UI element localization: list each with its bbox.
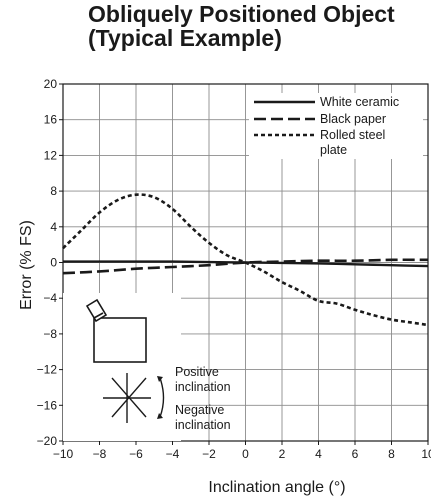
positive-inclination-label-line-2: inclination [175, 380, 231, 394]
x-axis-label: Inclination angle (°) [208, 479, 345, 496]
negative-inclination-label-line-1: Negative [175, 403, 224, 417]
x-tick-label: −6 [129, 447, 143, 461]
y-tick-label: 4 [50, 220, 57, 234]
series-line-black-paper [62, 258, 429, 275]
legend-label-rolled-steel-line-1: Rolled steel [320, 128, 385, 142]
legend-label-rolled-steel-line-2: plate [320, 143, 347, 157]
y-tick-label: −8 [43, 327, 57, 341]
y-tick-label: 0 [50, 256, 57, 270]
y-tick-label: −12 [37, 363, 58, 377]
negative-inclination-label-line-2: inclination [175, 418, 231, 432]
legend-box [249, 93, 423, 159]
y-tick-label: −20 [37, 434, 58, 448]
positive-inclination-label-line-1: Positive [175, 365, 219, 379]
x-tick-label: 4 [315, 447, 322, 461]
chart-title: Obliquely Positioned Object (Typical Exa… [88, 2, 395, 50]
x-tick-label: 10 [421, 447, 431, 461]
y-tick-label: 20 [44, 77, 58, 91]
x-tick-label: −8 [93, 447, 107, 461]
chart-title-line-1: Obliquely Positioned Object [88, 1, 395, 27]
y-tick-label: 12 [44, 148, 58, 162]
y-tick-label: −4 [43, 291, 57, 305]
series-line-rolled-steel-plate [62, 193, 429, 327]
inset-background [63, 293, 181, 441]
sensor-icon [85, 298, 147, 363]
inclination-diagram-icon [103, 373, 165, 423]
x-tick-label: 0 [242, 447, 249, 461]
legend-label-black-paper: Black paper [320, 112, 386, 126]
y-tick-label: 16 [44, 113, 58, 127]
y-axis-label: Error (% FS) [18, 220, 35, 310]
legend-label-white-ceramic: White ceramic [320, 95, 399, 109]
inclination-inset: Positive inclination Negative inclinatio… [63, 293, 231, 441]
chart-title-line-2: (Typical Example) [88, 25, 282, 51]
x-tick-label: 8 [388, 447, 395, 461]
x-tick-label: −2 [202, 447, 216, 461]
x-tick-label: −4 [166, 447, 180, 461]
x-tick-label: 6 [352, 447, 359, 461]
x-tick-label: 2 [279, 447, 286, 461]
y-tick-label: 8 [50, 184, 57, 198]
legend: White ceramic Black paper Rolled steel p… [249, 93, 423, 159]
x-tick-label: −10 [53, 447, 74, 461]
series-layer [62, 193, 429, 327]
y-tick-label: −16 [37, 398, 58, 412]
